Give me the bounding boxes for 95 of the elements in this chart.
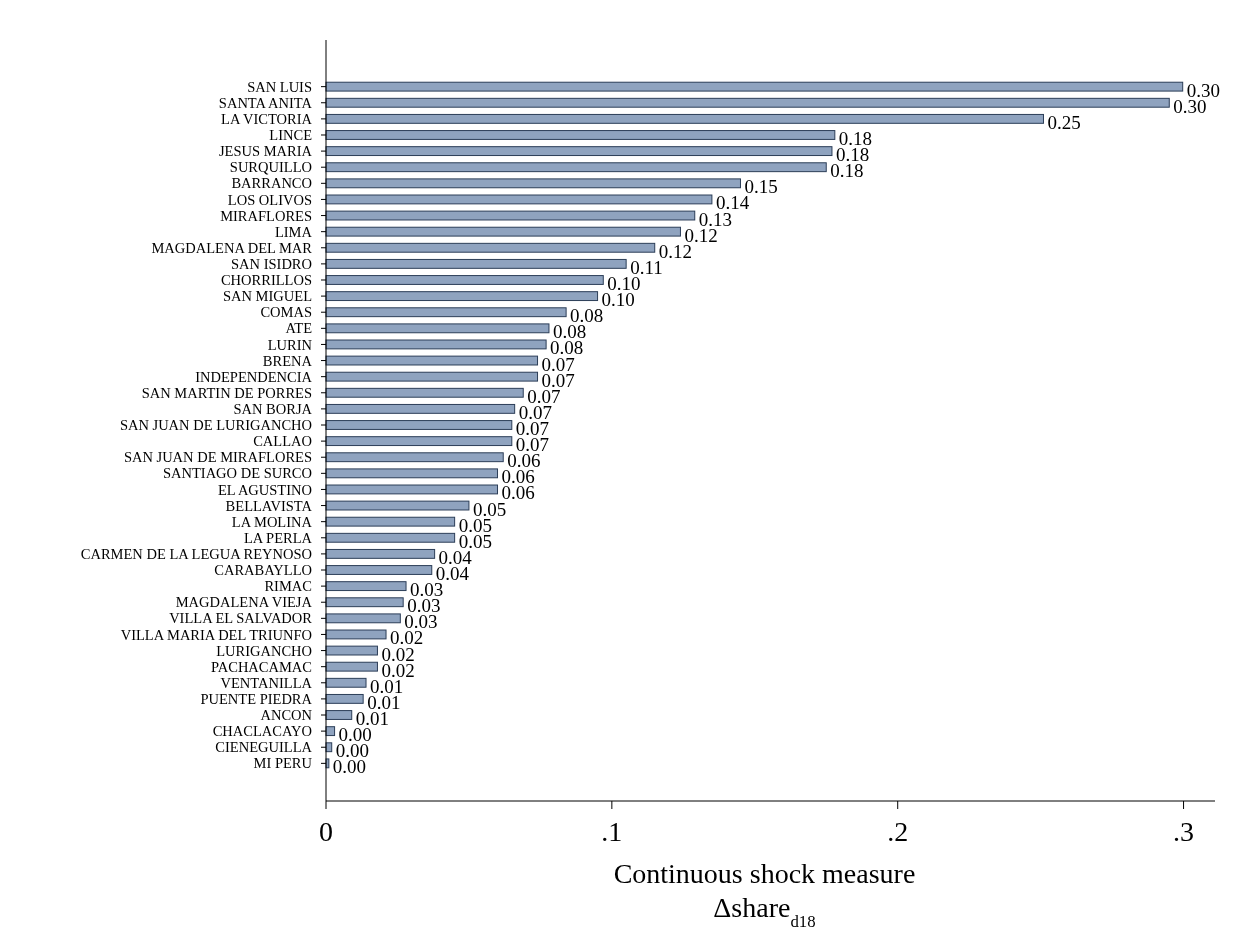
data-label: 0.07 [515,418,550,439]
y-tick-label: ANCON [260,707,313,724]
bar [325,226,681,237]
y-tick-label: LA MOLINA [231,513,313,530]
y-tick-label: BARRANCO [231,175,312,192]
y-tick-label: INDEPENDENCIA [195,368,313,385]
y-tick-label: LURIN [267,336,313,353]
bar [325,500,470,511]
bar [325,484,499,495]
x-tick-label: .2 [887,816,909,847]
y-tick-label: MAGDALENA VIEJA [175,594,313,611]
bar [325,629,387,640]
bar [325,468,499,479]
data-label: 0.18 [830,160,864,182]
bar [325,581,407,592]
bar [325,113,1044,124]
bar [325,420,513,430]
y-tick-label: SAN MIGUEL [222,288,312,305]
y-tick-label: LINCE [269,127,313,144]
y-tick-label: MAGDALENA DEL MAR [151,239,313,256]
bar [325,693,364,704]
y-tick-label: LOS OLIVOS [227,191,312,208]
y-tick-label: CALLAO [253,433,312,450]
data-label: 0.18 [838,127,873,149]
y-tick-label: MI PERU [253,755,313,772]
y-tick-label: LURIGANCHO [216,642,312,659]
x-tick-label: .3 [1173,816,1195,847]
bar [325,661,378,672]
y-tick-label: MIRAFLORES [220,207,312,224]
bar [325,242,656,253]
bar [325,339,547,350]
bar [325,677,367,688]
x-tick-label: 0 [319,816,333,847]
y-tick-label: PUENTE PIEDRA [200,690,313,707]
data-label: 0.25 [1047,111,1081,133]
bar [325,516,456,527]
bar [325,645,378,656]
y-tick-label: SAN MARTIN DE PORRES [141,384,312,401]
bar [325,130,836,140]
bar [325,565,433,575]
bar [325,194,713,205]
y-tick-label: PACHACAMAC [211,658,312,675]
bar [325,710,353,720]
bar [325,81,1184,92]
bar [325,210,696,221]
bar [325,371,539,382]
y-tick-label: SURQUILLO [229,159,312,176]
bar [325,258,627,269]
y-tick-label: VILLA EL SALVADOR [169,610,313,627]
y-tick-label: SANTIAGO DE SURCO [162,465,312,482]
y-tick-label: SAN LUIS [247,78,312,95]
bar [325,452,504,463]
y-tick-label: BELLAVISTA [225,497,313,514]
y-tick-label: SAN ISIDRO [231,255,312,272]
y-tick-label: VILLA MARIA DEL TRIUNFO [120,626,312,643]
bar [325,275,604,285]
y-tick-label: RIMAC [264,578,312,595]
bar [325,355,539,366]
bar [325,532,456,543]
y-tick-label: SAN JUAN DE MIRAFLORES [123,449,312,466]
y-tick-label: VENTANILLA [220,674,313,691]
y-tick-label: SANTA ANITA [218,94,313,111]
bar [325,146,833,157]
y-tick-label: COMAS [260,304,312,321]
y-tick-label: SAN BORJA [233,400,313,417]
bar [325,548,436,559]
data-label: 0.30 [1186,79,1220,101]
bar [325,97,1170,108]
bar [325,436,513,447]
y-tick-label: CARMEN DE LA LEGUA REYNOSO [80,545,312,562]
x-tick-label: .1 [601,816,623,847]
y-tick-label: CHORRILLOS [220,272,312,289]
bar [325,387,524,398]
bar [325,403,516,414]
data-label: 0.00 [332,756,367,778]
y-tick-label: CHACLACAYO [212,723,312,740]
bar [325,162,827,173]
bar [325,323,550,334]
y-tick-label: CARABAYLLO [214,562,312,579]
data-label: 0.10 [601,289,635,311]
y-tick-label: EL AGUSTINO [217,481,312,498]
y-tick-label: LA VICTORIA [221,110,313,127]
bar [325,307,567,318]
y-tick-label: CIENEGUILLA [215,739,313,756]
bar [325,597,404,608]
y-tick-label: JESUS MARIA [218,143,313,160]
y-tick-label: ATE [285,320,313,337]
y-tick-label: LA PERLA [243,529,313,546]
y-tick-label: LIMA [274,223,313,240]
bar [325,178,741,189]
bar [325,613,401,624]
x-axis-title: Continuous shock measure Δshare$_{d18}$ [613,858,916,931]
y-tick-label: SAN JUAN DE LURIGANCHO [119,417,312,434]
y-tick-label: BRENA [262,352,313,369]
bar [325,291,599,302]
